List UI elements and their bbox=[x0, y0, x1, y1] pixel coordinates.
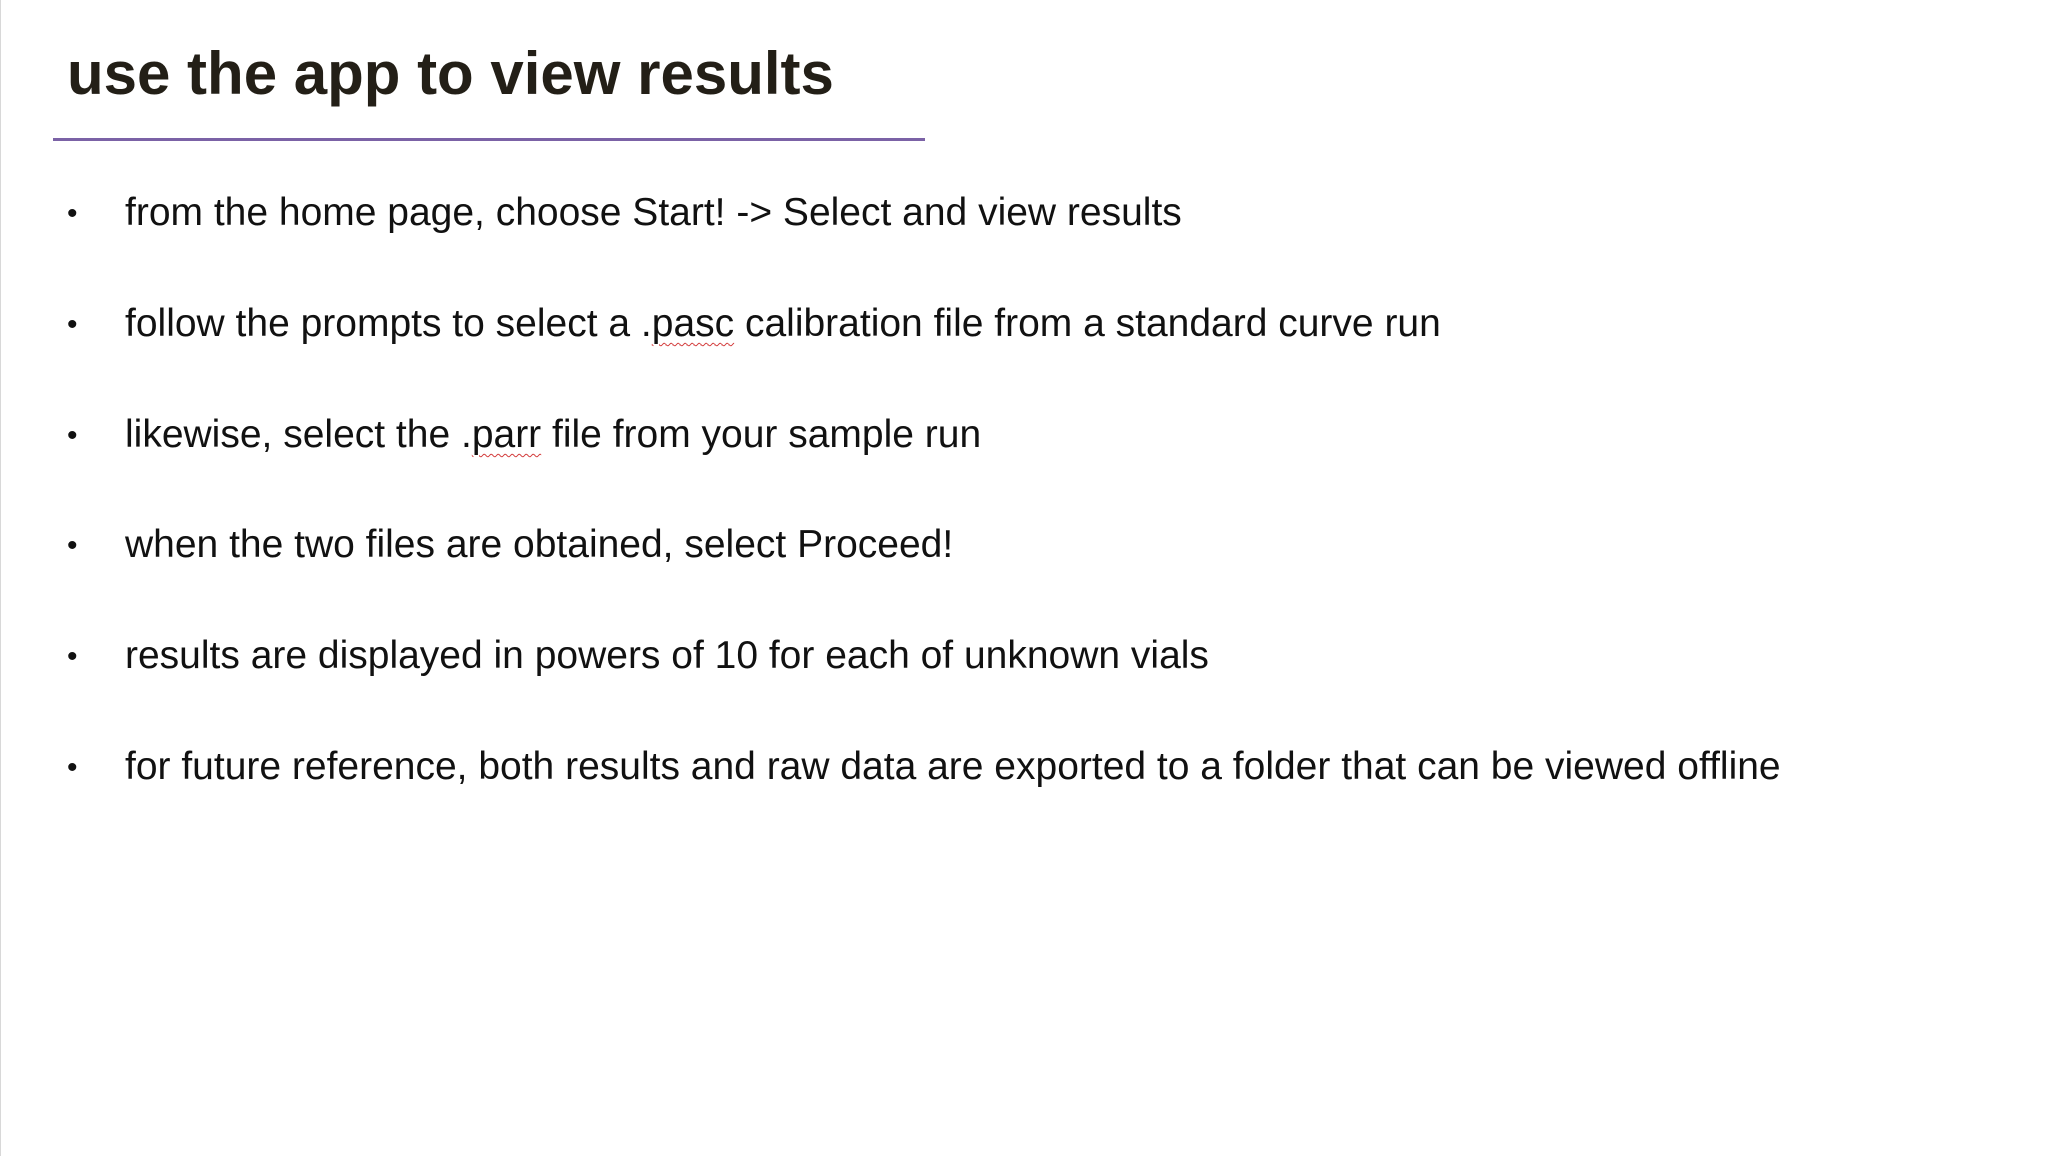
misspelled-word: pasc bbox=[651, 302, 735, 345]
slide-title: use the app to view results bbox=[67, 40, 834, 107]
bullet-text: results are displayed in powers of 10 fo… bbox=[125, 634, 1209, 677]
bullet-text: when the two files are obtained, select … bbox=[125, 523, 954, 566]
bullet-icon: • bbox=[67, 308, 78, 341]
bullet-icon: • bbox=[67, 197, 78, 230]
bullet-text: for future reference, both results and r… bbox=[125, 745, 1781, 788]
title-divider bbox=[53, 138, 925, 141]
bullet-text: from the home page, choose Start! -> Sel… bbox=[125, 191, 1182, 234]
bullet-icon: • bbox=[67, 529, 78, 562]
misspelled-word: parr bbox=[471, 413, 542, 456]
bullet-text: likewise, select the .parr file from you… bbox=[125, 413, 982, 456]
bullet-icon: • bbox=[67, 419, 78, 452]
bullet-text: follow the prompts to select a .pasc cal… bbox=[125, 302, 1441, 345]
bullet-icon: • bbox=[67, 751, 78, 784]
bullet-icon: • bbox=[67, 640, 78, 673]
